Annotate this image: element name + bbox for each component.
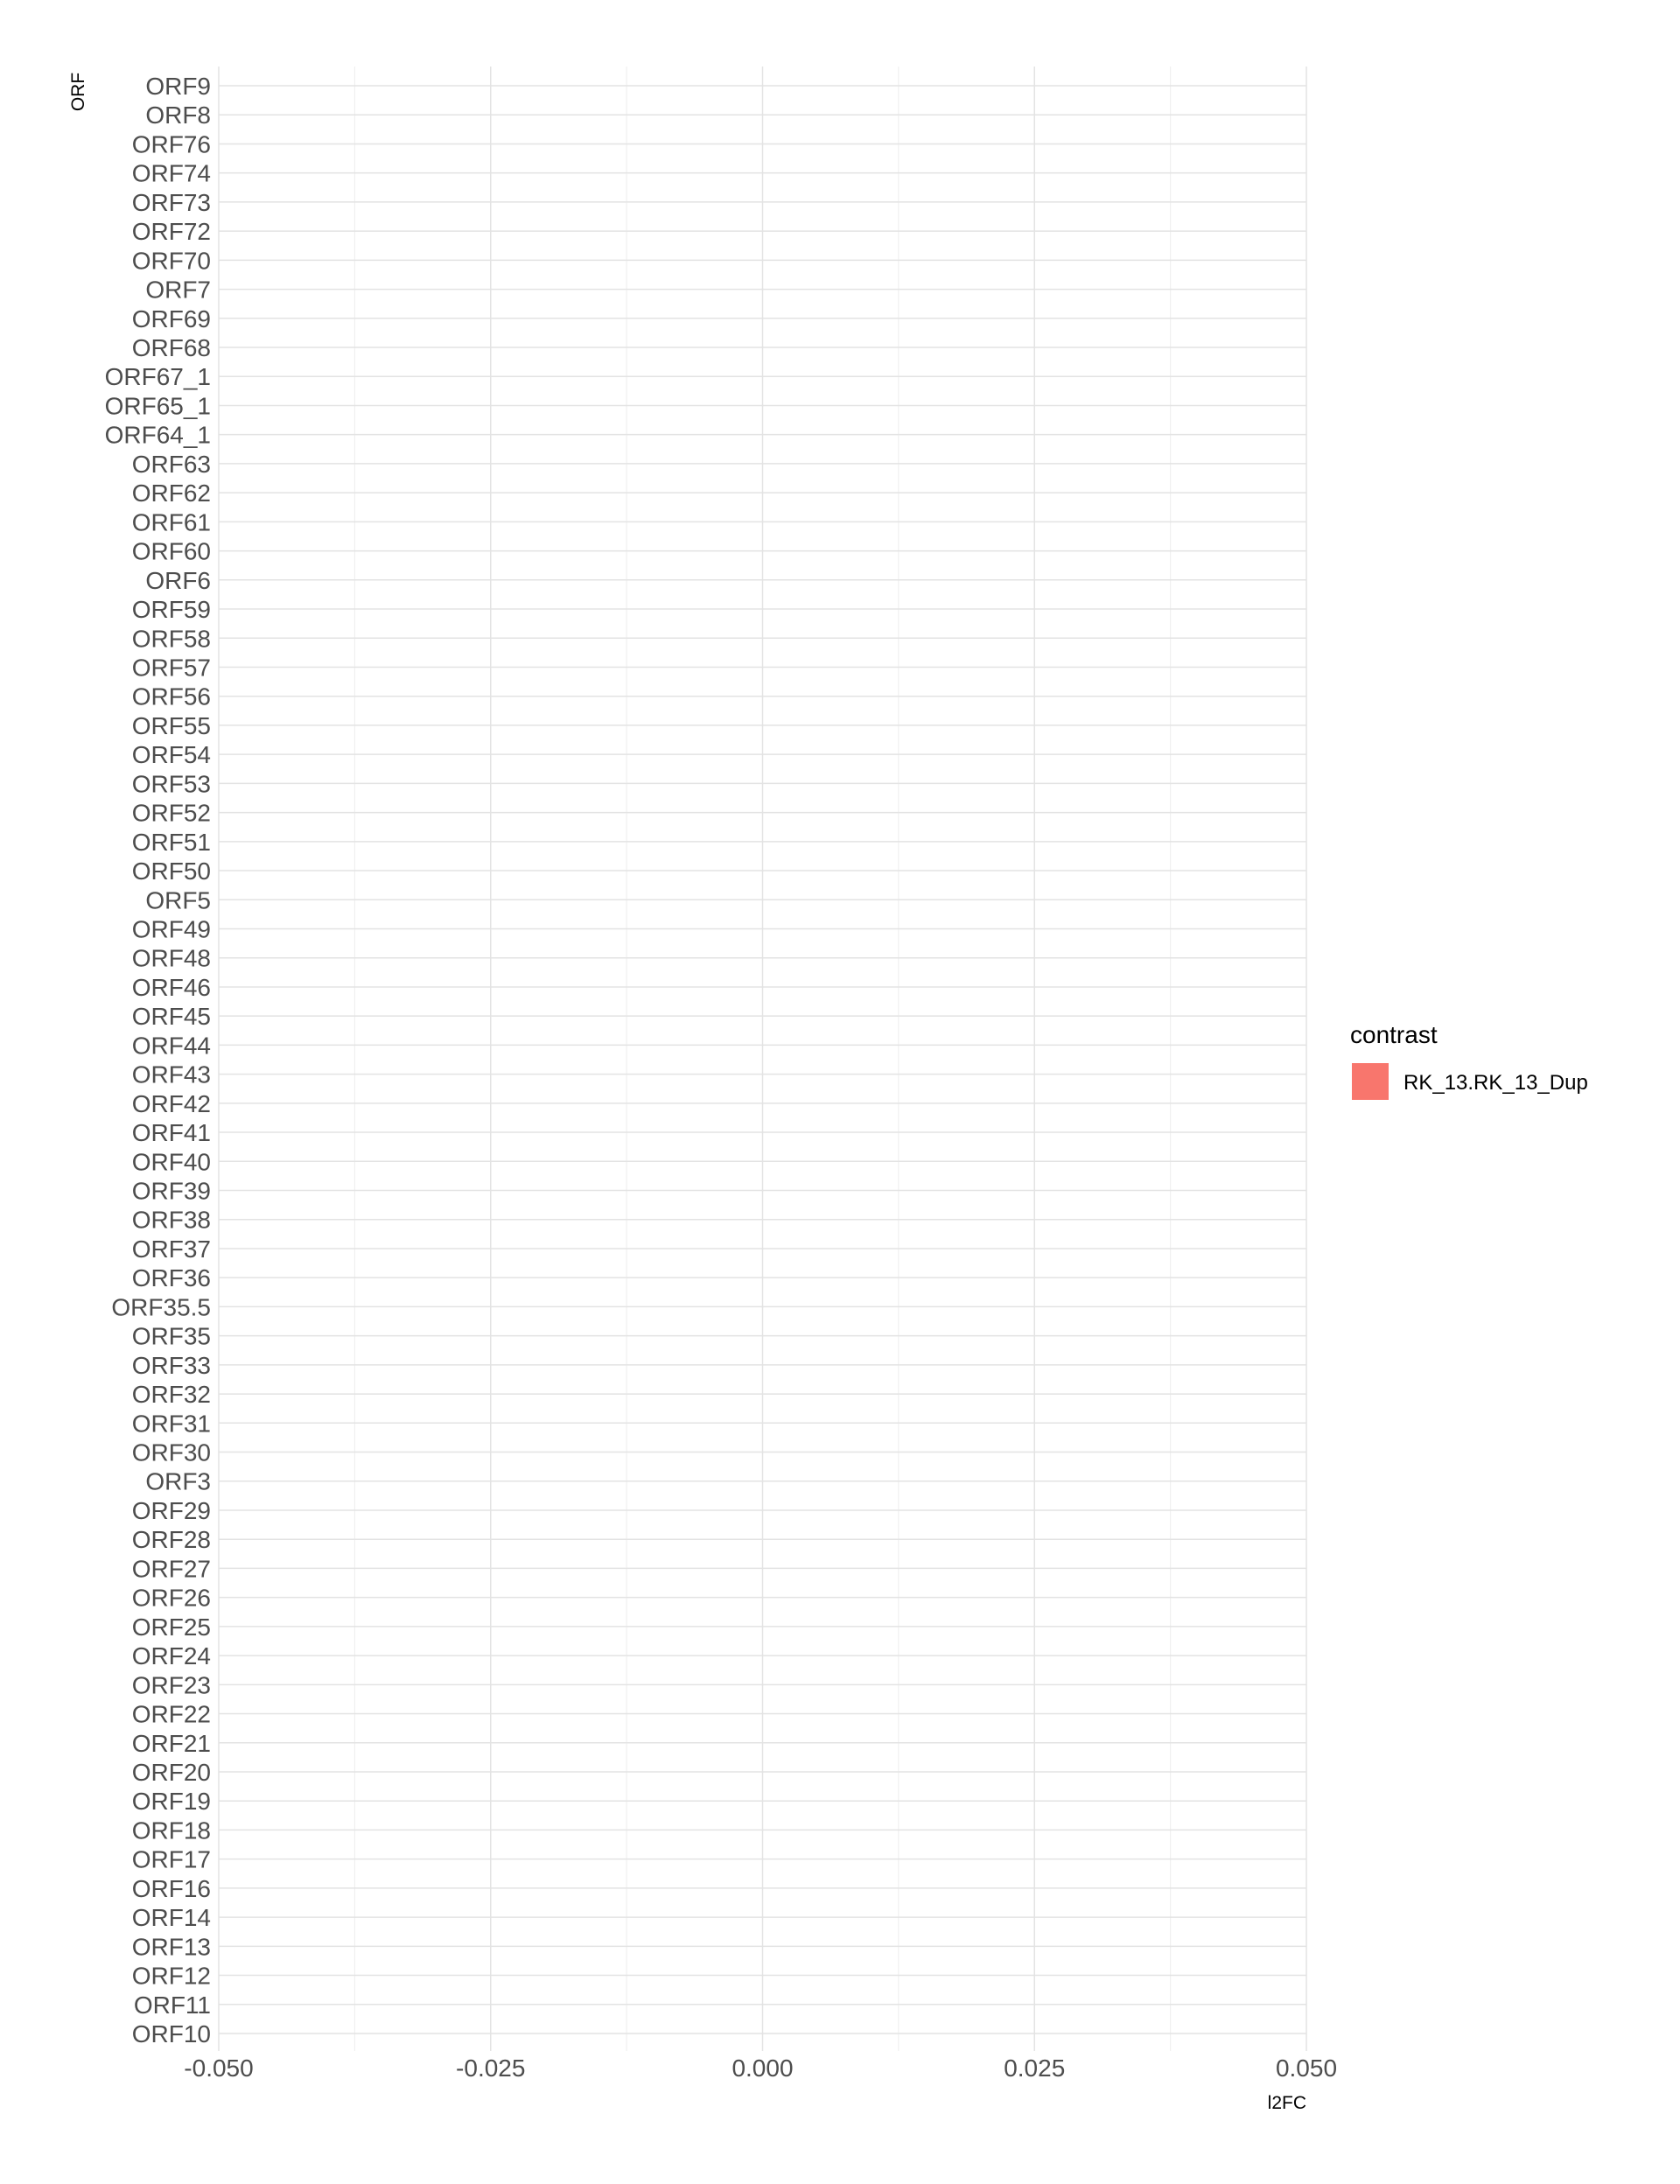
- y-tick-label: ORF32: [132, 1381, 211, 1408]
- y-tick-label: ORF11: [134, 1992, 211, 2019]
- y-tick-label: ORF40: [132, 1148, 211, 1175]
- y-tick-label: ORF10: [132, 2020, 211, 2048]
- y-tick-label: ORF59: [132, 596, 211, 623]
- y-tick-label: ORF24: [132, 1642, 211, 1670]
- y-tick-label: ORF50: [132, 858, 211, 885]
- y-tick-label: ORF27: [132, 1555, 211, 1582]
- y-tick-label: ORF17: [132, 1846, 211, 1873]
- y-tick-label: ORF18: [132, 1816, 211, 1844]
- y-tick-label: ORF76: [132, 130, 211, 158]
- y-tick-label: ORF25: [132, 1614, 211, 1641]
- y-tick-label: ORF69: [132, 305, 211, 332]
- y-tick-label: ORF36: [132, 1264, 211, 1292]
- y-tick-label: ORF16: [132, 1875, 211, 1902]
- y-tick-label: ORF64_1: [105, 422, 211, 449]
- y-tick-label: ORF12: [132, 1963, 211, 1990]
- y-tick-label: ORF26: [132, 1585, 211, 1612]
- legend-key-rk-13-dup: [1352, 1063, 1389, 1100]
- y-tick-label: ORF55: [132, 712, 211, 739]
- x-major-gridlines: [218, 66, 1307, 2051]
- y-tick-label: ORF35.5: [111, 1293, 211, 1320]
- y-tick-label: ORF57: [132, 654, 211, 681]
- y-tick-label: ORF62: [132, 480, 211, 507]
- y-tick-label: ORF7: [145, 276, 211, 304]
- y-tick-label: ORF13: [132, 1933, 211, 1960]
- y-tick-label: ORF14: [132, 1904, 211, 1931]
- y-tick-label: ORF63: [132, 451, 211, 478]
- y-tick-label: ORF45: [132, 1003, 211, 1030]
- y-tick-label: ORF6: [145, 567, 211, 594]
- y-axis-title: ORF: [68, 73, 88, 111]
- x-tick-label: -0.025: [456, 2054, 525, 2082]
- y-major-gridlines: [219, 85, 1306, 2034]
- y-tick-label: ORF43: [132, 1061, 211, 1088]
- y-tick-label: ORF30: [132, 1439, 211, 1466]
- y-tick-label: ORF65_1: [105, 392, 211, 419]
- x-tick-label: -0.050: [184, 2054, 253, 2082]
- y-tick-label: ORF46: [132, 974, 211, 1001]
- y-tick-label: ORF54: [132, 741, 211, 768]
- legend-title: contrast: [1350, 1021, 1438, 1048]
- y-tick-label: ORF74: [132, 160, 211, 187]
- y-tick-labels: ORF9ORF8ORF76ORF74ORF73ORF72ORF70ORF7ORF…: [105, 73, 211, 2048]
- minor-gridlines: [354, 66, 1172, 2051]
- y-tick-label: ORF31: [132, 1410, 211, 1437]
- y-tick-label: ORF72: [132, 218, 211, 245]
- y-tick-label: ORF5: [145, 886, 211, 914]
- y-tick-label: ORF56: [132, 683, 211, 710]
- y-tick-label: ORF73: [132, 189, 211, 216]
- y-tick-label: ORF20: [132, 1759, 211, 1786]
- y-tick-label: ORF41: [132, 1119, 211, 1146]
- y-tick-label: ORF3: [145, 1468, 211, 1495]
- y-tick-label: ORF19: [132, 1788, 211, 1815]
- y-tick-label: ORF28: [132, 1526, 211, 1553]
- y-tick-label: ORF38: [132, 1207, 211, 1234]
- x-tick-label: 0.025: [1004, 2054, 1065, 2082]
- y-tick-label: ORF51: [132, 829, 211, 856]
- y-tick-label: ORF58: [132, 625, 211, 652]
- y-tick-label: ORF22: [132, 1701, 211, 1728]
- y-tick-label: ORF61: [132, 508, 211, 536]
- x-axis-title: l2FC: [1268, 2093, 1306, 2113]
- y-tick-label: ORF44: [132, 1032, 211, 1059]
- y-tick-label: ORF52: [132, 800, 211, 827]
- y-tick-label: ORF70: [132, 247, 211, 274]
- y-tick-label: ORF39: [132, 1178, 211, 1205]
- y-tick-label: ORF8: [145, 102, 211, 129]
- y-tick-label: ORF42: [132, 1090, 211, 1117]
- y-tick-label: ORF48: [132, 945, 211, 972]
- y-tick-label: ORF67_1: [105, 363, 211, 390]
- legend: contrast RK_13.RK_13_Dup: [1350, 1021, 1588, 1100]
- y-tick-label: ORF60: [132, 538, 211, 565]
- y-tick-label: ORF53: [132, 770, 211, 797]
- y-tick-label: ORF33: [132, 1352, 211, 1379]
- y-tick-label: ORF37: [132, 1236, 211, 1263]
- y-tick-label: ORF23: [132, 1671, 211, 1698]
- y-tick-label: ORF49: [132, 915, 211, 942]
- x-tick-labels: -0.050 -0.025 0.000 0.025 0.050: [184, 2054, 1337, 2082]
- legend-label-rk-13-dup: RK_13.RK_13_Dup: [1404, 1071, 1588, 1095]
- y-tick-label: ORF9: [145, 73, 211, 100]
- x-tick-label: 0.000: [732, 2054, 793, 2082]
- y-tick-label: ORF21: [132, 1730, 211, 1757]
- y-tick-label: ORF68: [132, 334, 211, 361]
- y-tick-label: ORF29: [132, 1497, 211, 1524]
- x-tick-label: 0.050: [1276, 2054, 1337, 2082]
- y-tick-label: ORF35: [132, 1323, 211, 1350]
